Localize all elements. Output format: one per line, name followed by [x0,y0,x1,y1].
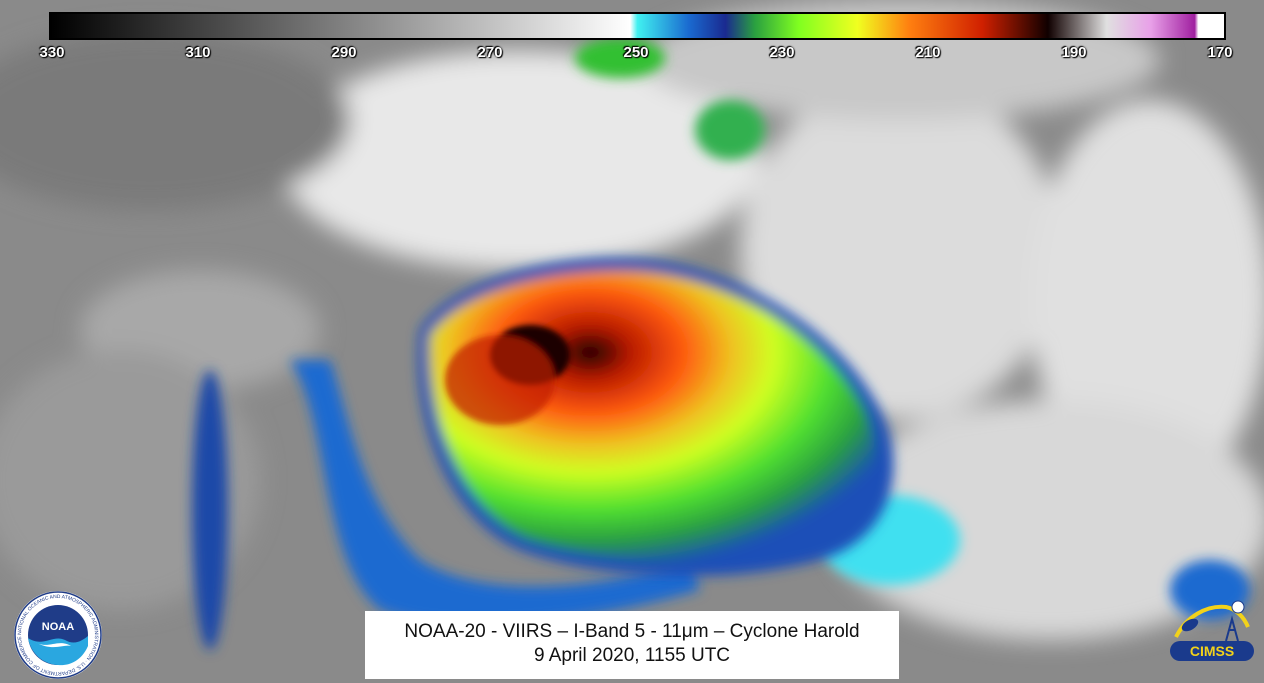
cimss-logo: CIMSS [1170,600,1254,661]
colorbar-tick: 230 [769,44,795,61]
colorbar-tick: 250 [623,44,649,61]
colorbar-tick: 330 [39,44,65,61]
colorbar-tick: 170 [1207,44,1233,61]
cimss-logo-text: CIMSS [1190,643,1234,659]
colorbar-tick: 210 [915,44,941,61]
temperature-colorbar [49,12,1226,40]
colorbar-tick: 190 [1061,44,1087,61]
colorbar-tick: 290 [331,44,357,61]
image-caption: NOAA-20 - VIIRS – I-Band 5 - 11μm – Cycl… [365,611,899,679]
caption-datetime: 9 April 2020, 1155 UTC [533,645,731,666]
colorbar-tick: 310 [185,44,211,61]
noaa-logo: NATIONAL OCEANIC AND ATMOSPHERIC ADMINIS… [14,591,102,679]
caption-title: NOAA-20 - VIIRS – I-Band 5 - 11μm – Cycl… [404,621,860,642]
noaa-logo-text: NOAA [42,621,74,633]
colorbar-tick: 270 [477,44,503,61]
